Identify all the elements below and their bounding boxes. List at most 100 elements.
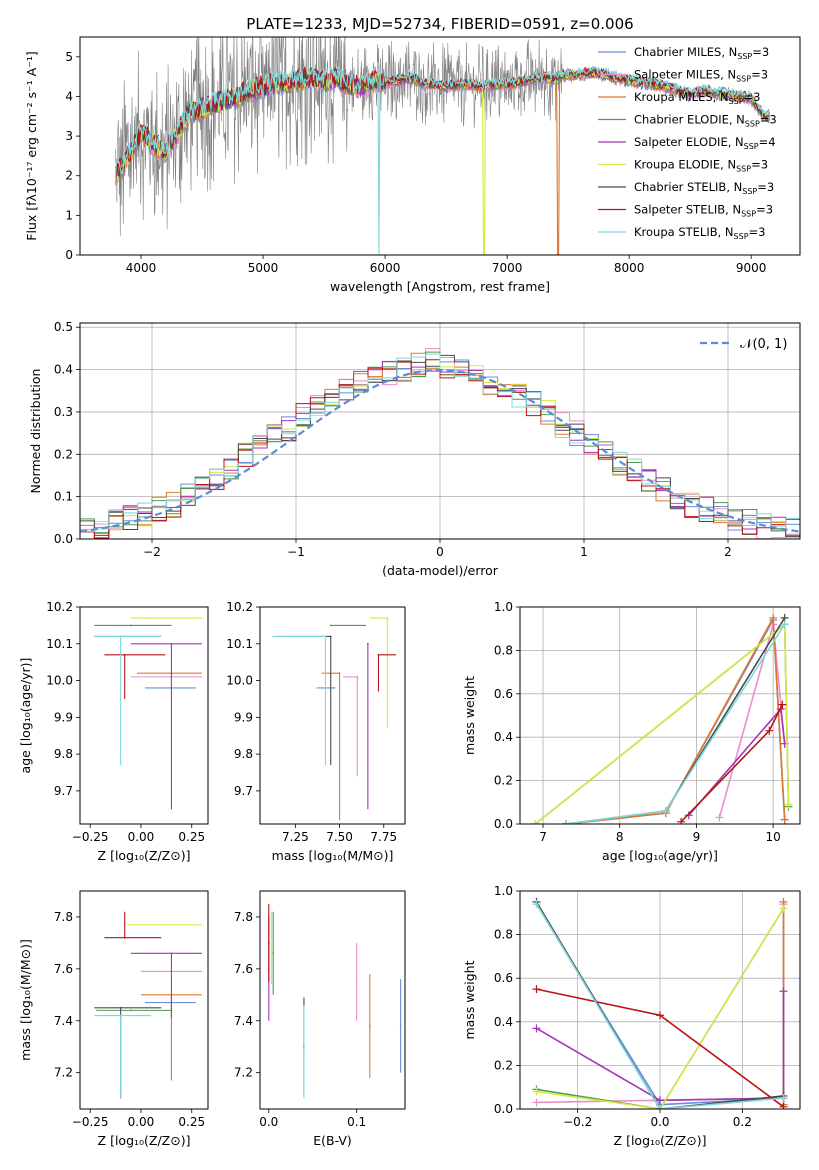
tick-label-y: 0.2 — [494, 1058, 513, 1072]
tick-label-x: 0.00 — [128, 830, 155, 844]
data-point — [170, 642, 173, 645]
tick-label-y: 1.0 — [494, 600, 513, 614]
tick-label-x: 0.0 — [259, 1115, 278, 1129]
legend-sub: SSP — [734, 232, 749, 241]
weight-marker — [780, 620, 789, 629]
y-axis-label: mass [log₁₀(M/M⊙)] — [18, 939, 33, 1061]
data-point — [129, 1009, 132, 1012]
legend-label: Kroupa ELODIE, NSSP=3 — [634, 158, 768, 174]
plot-area — [531, 613, 793, 824]
axes-frame — [79, 36, 801, 256]
data-point — [356, 675, 359, 678]
panel-6: 0.0 0.1 7.2 7.4 7.6 7.8 E(B-V) — [234, 890, 406, 1148]
tick-label-x: 7 — [539, 830, 547, 844]
axes-frame — [79, 606, 209, 825]
weight-marker — [532, 1098, 541, 1107]
tick-label-y: 7.8 — [234, 910, 253, 924]
plot-area — [532, 897, 788, 1109]
axes-frame — [79, 890, 209, 1110]
tick-label-x: 5000 — [248, 261, 279, 275]
panel-2: −0.25 0.00 0.25 9.7 9.8 9.9 10.0 10.1 10.2 Z [log… — [18, 600, 209, 863]
y-axis-label: mass weight — [462, 676, 477, 755]
axes-frame — [259, 606, 406, 825]
axes-frame — [79, 322, 801, 540]
model-line-kroupa-stelib — [114, 65, 771, 255]
weight-marker — [779, 1102, 788, 1109]
tick-label-y: 9.9 — [54, 710, 73, 724]
x-axis-label: Z [log₁₀(Z/Z⊙)] — [98, 1133, 191, 1148]
axes-frame — [519, 890, 801, 1110]
tick-label-y: 0.0 — [494, 817, 513, 831]
data-point — [399, 1025, 402, 1027]
weight-marker — [684, 811, 693, 820]
panel-3: 7.25 7.50 7.75 9.7 9.8 9.9 10.0 10.1 10.2 mass [l… — [226, 600, 406, 863]
tick-label-x: −1 — [287, 545, 305, 559]
tick-label-y: 7.4 — [54, 1014, 73, 1028]
data-point — [267, 942, 270, 944]
weight-line — [536, 908, 785, 1109]
legend: Chabrier MILES, NSSP=3 Salpeter MILES, NS… — [598, 45, 777, 241]
tick-label-y: 0.8 — [494, 643, 513, 657]
tick-label-y: 9.7 — [234, 784, 253, 798]
legend-sub: SSP — [736, 165, 751, 174]
weight-marker — [532, 900, 541, 909]
weight-marker — [769, 613, 778, 622]
tick-label-x: 10 — [766, 830, 781, 844]
data-point — [123, 653, 126, 656]
tick-label-x: 4000 — [126, 261, 157, 275]
plot-area — [94, 911, 202, 1099]
tick-label-y: 0.3 — [54, 405, 73, 419]
tick-label-x: 7.75 — [370, 830, 397, 844]
tick-label-y: 0.2 — [494, 774, 513, 788]
y-axis-label: mass weight — [462, 960, 477, 1039]
hist-kroupa-stelib — [80, 353, 800, 532]
legend-label: 𝒩(0, 1) — [740, 337, 787, 352]
data-point — [355, 980, 358, 983]
weight-line — [565, 615, 786, 824]
tick-label-y: 0.5 — [54, 320, 73, 334]
tick-label-x: −0.2 — [563, 1115, 592, 1129]
weight-marker — [779, 987, 788, 996]
weight-marker — [532, 985, 541, 994]
weight-line — [535, 903, 784, 1109]
y-axis-label: age [log₁₀(age/yr)] — [18, 658, 33, 774]
data-point — [338, 672, 341, 675]
weight-marker — [532, 1024, 541, 1033]
tick-label-y: 9.8 — [234, 747, 253, 761]
tick-label-y: 0.6 — [494, 971, 513, 985]
plot-area — [114, 37, 771, 255]
x-axis-label: Z [log₁₀(Z/Z⊙)] — [98, 848, 191, 863]
tick-label-x: 6000 — [370, 261, 401, 275]
tick-label-x: 7000 — [492, 261, 523, 275]
data-point — [150, 617, 153, 619]
tick-label-x: 1 — [580, 545, 588, 559]
tick-label-y: 10.1 — [46, 637, 73, 651]
tick-label-y: 0.8 — [494, 928, 513, 942]
data-point — [368, 1025, 371, 1027]
tick-label-y: 7.2 — [234, 1066, 253, 1080]
tick-label-y: 0.0 — [54, 532, 73, 546]
weight-marker — [562, 820, 571, 824]
data-point — [377, 653, 380, 656]
tick-label-x: 0.00 — [128, 1115, 155, 1129]
data-point — [303, 1051, 305, 1053]
weight-line — [536, 991, 785, 1102]
x-axis-label: (data-model)/error — [382, 563, 499, 578]
legend-sub: SSP — [742, 187, 757, 196]
weight-marker — [765, 726, 774, 735]
tick-label-y: 10.2 — [46, 600, 73, 614]
tick-label-y: 5 — [65, 50, 73, 64]
legend-sub: SSP — [736, 75, 751, 84]
panel-4: 7 8 9 10 0.0 0.2 0.4 0.6 0.8 1.0 age [log₁₀(age/yr… — [462, 600, 801, 863]
legend-suffix: =3 — [751, 158, 768, 172]
weight-marker — [531, 820, 540, 824]
tick-label-x: 9 — [693, 830, 701, 844]
tick-label-x: 0.2 — [733, 1115, 752, 1129]
tick-label-x: 9000 — [736, 261, 767, 275]
legend-label: Chabrier MILES, NSSP=3 — [634, 45, 769, 61]
tick-label-x: 0.25 — [178, 830, 205, 844]
data-point — [324, 635, 327, 638]
legend-sub: SSP — [737, 52, 752, 61]
figure-title: PLATE=1233, MJD=52734, FIBERID=0591, z=0… — [246, 15, 633, 33]
